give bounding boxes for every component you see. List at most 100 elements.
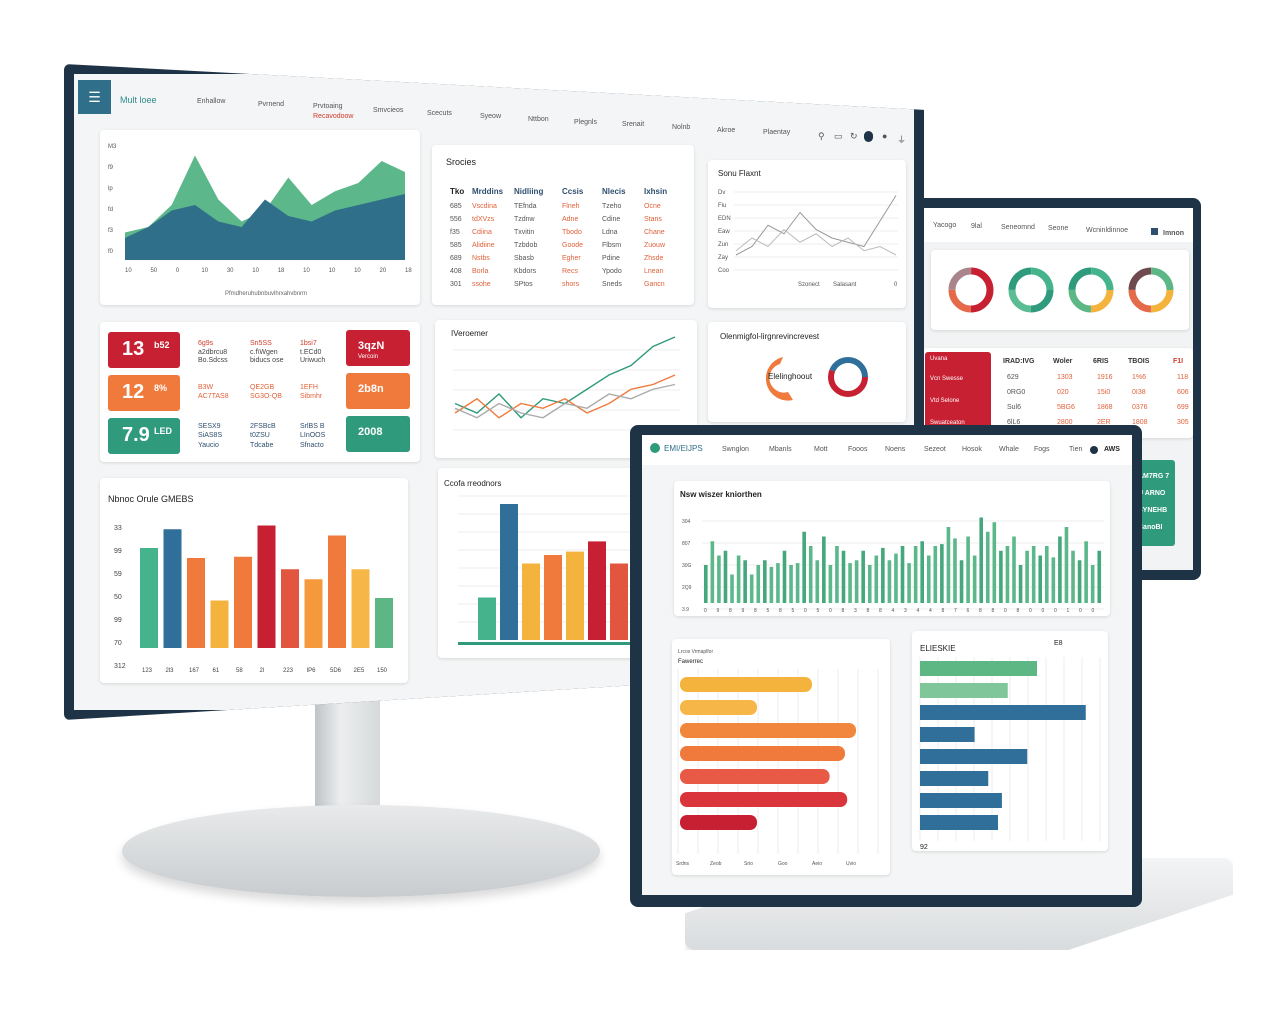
x-tick: 8 <box>1017 608 1020 614</box>
nav-item[interactable]: Wcninldinnoe <box>1086 227 1129 234</box>
nav-item[interactable]: Noens <box>885 446 906 453</box>
bar <box>907 563 911 603</box>
x-tick: 8 <box>867 608 870 614</box>
nav-item[interactable]: Mott <box>814 446 828 453</box>
donut-segment <box>1008 267 1054 313</box>
bar <box>1005 546 1010 603</box>
x-tick: 4 <box>929 608 932 614</box>
chart-corner-label: E8 <box>1054 640 1063 647</box>
x-tick: 4 <box>892 608 895 614</box>
nav-item[interactable]: Fogs <box>1034 446 1050 453</box>
hbar <box>920 683 1008 698</box>
nav-item[interactable]: 9lal <box>971 223 982 230</box>
bar <box>1097 550 1102 603</box>
front-brand: EMI/EIJPS <box>664 444 703 453</box>
chart-title: ELIESKIE <box>920 644 956 653</box>
hbar <box>680 746 845 761</box>
bar <box>723 550 728 603</box>
hbar-right-card: ELIESKIE E8 92 <box>912 631 1108 851</box>
hbar <box>680 815 757 830</box>
bar <box>795 563 800 603</box>
donut-segment <box>1128 267 1174 313</box>
table-cell: 2ER <box>1097 419 1111 426</box>
x-tick: 5 <box>767 608 770 614</box>
bar <box>894 553 898 603</box>
y-tick: 2Q9 <box>682 585 692 591</box>
back-nav: Yacogo 9lal Seneomnd Seone Wcninldinnoe … <box>923 208 1193 242</box>
donut-segment <box>1068 267 1114 313</box>
bar <box>1058 536 1062 603</box>
logo-icon <box>650 443 660 453</box>
x-tick: 3 <box>904 608 907 614</box>
bar <box>1071 550 1075 603</box>
table-cell: 15i0 <box>1097 389 1111 396</box>
nav-item[interactable]: Sezeot <box>924 446 946 453</box>
chart-title: Nsw wiszer kniorthen <box>680 490 762 499</box>
x-tick: Srdns <box>676 861 690 867</box>
red-side-card: Uvana Vcn Swesse Vtd Selone Swuatceaton <box>925 352 991 434</box>
hbar <box>920 749 1028 764</box>
hbar <box>920 815 998 830</box>
nav-item[interactable]: Tien <box>1069 446 1083 453</box>
donut-charts <box>948 267 1174 313</box>
bar <box>1090 565 1095 603</box>
nav-item[interactable]: Seone <box>1048 225 1069 232</box>
bar <box>946 527 951 603</box>
table-cell: 0376 <box>1132 404 1148 411</box>
nav-item[interactable]: Whale <box>999 446 1019 453</box>
donut-segment <box>1068 267 1114 313</box>
nav-item[interactable]: Mbanls <box>769 446 792 453</box>
user-icon[interactable] <box>1151 228 1158 235</box>
bar <box>881 547 885 603</box>
bar <box>920 541 924 603</box>
x-tick: 1 <box>1067 608 1070 614</box>
user-name[interactable]: Imnon <box>1163 230 1184 237</box>
x-tick: Srio <box>744 861 753 867</box>
x-tick: 5 <box>792 608 795 614</box>
x-tick: 8 <box>992 608 995 614</box>
table-cell: 5BG6 <box>1057 404 1075 411</box>
table-header: Woler <box>1053 358 1073 365</box>
x-tick: 3 <box>854 608 857 614</box>
bar <box>867 565 872 603</box>
hbar <box>680 769 830 784</box>
table-cell: 1303 <box>1057 374 1073 381</box>
donut-segment <box>1008 267 1054 313</box>
table-cell: 1%6 <box>1132 374 1147 381</box>
x-tick: Zeob <box>710 861 722 867</box>
bar <box>782 550 787 603</box>
donut-segment <box>948 267 994 313</box>
nav-item[interactable]: Fooos <box>848 446 868 453</box>
nav-item[interactable]: Yacogo <box>933 222 957 229</box>
donut-segment <box>948 267 994 313</box>
front-nav: EMI/EIJPS Swnglon Mbanls Mott Fooos Noen… <box>642 435 1132 465</box>
table-cell: 020 <box>1057 389 1069 396</box>
nav-item[interactable]: Seneomnd <box>1001 224 1035 231</box>
table-cell: 699 <box>1177 404 1189 411</box>
bar <box>822 536 826 603</box>
bar <box>874 555 879 603</box>
green-card-line: AM7RG 7 <box>1138 473 1170 480</box>
x-tick: Uvio <box>846 861 856 867</box>
nav-item[interactable]: Swnglon <box>722 446 749 453</box>
bar <box>749 574 754 603</box>
x-tick: 0 <box>804 608 807 614</box>
x-tick: 8 <box>879 608 882 614</box>
bar <box>704 565 708 603</box>
table-header: TBOIS <box>1128 358 1150 365</box>
nav-item[interactable]: Hosok <box>962 446 982 453</box>
bar <box>769 566 774 603</box>
donut-segment <box>1068 267 1114 313</box>
user-name[interactable]: AWS <box>1104 446 1120 453</box>
hbar <box>680 677 812 692</box>
y-tick: 304 <box>682 519 691 525</box>
bar <box>815 560 820 603</box>
donut-segment <box>1128 267 1174 313</box>
bar <box>736 555 741 603</box>
bar <box>1018 565 1023 603</box>
hbar <box>920 771 989 786</box>
x-tick: 0 <box>704 608 707 614</box>
bar <box>717 555 721 603</box>
bar <box>959 560 964 603</box>
profile-icon[interactable] <box>1090 446 1098 454</box>
